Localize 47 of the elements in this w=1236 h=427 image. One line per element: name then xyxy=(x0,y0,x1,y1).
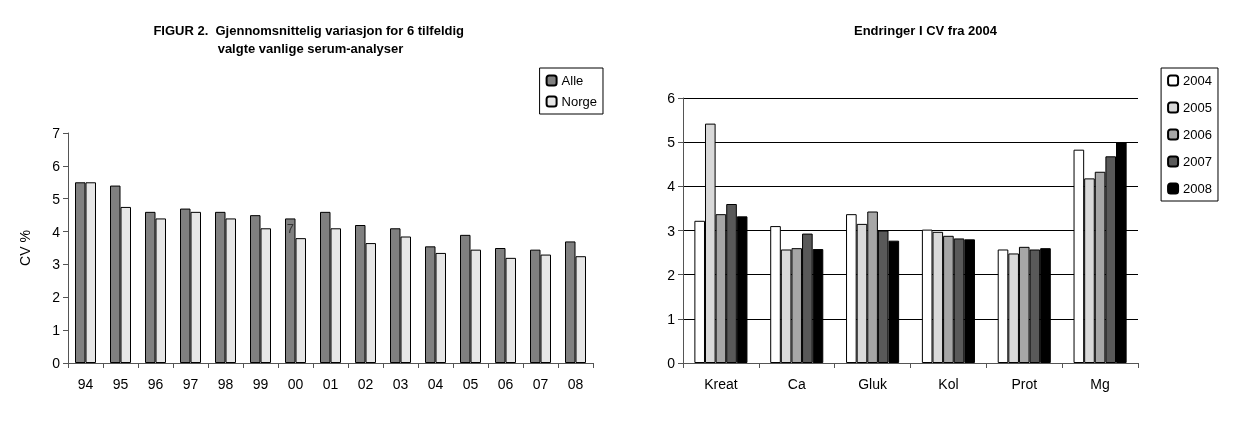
y-tick-label: 2 xyxy=(667,266,676,283)
y-tick-label: 6 xyxy=(667,90,676,106)
x-tick-label: Prot xyxy=(1011,376,1038,392)
x-tick-label: 04 xyxy=(427,376,444,392)
legend-label: Norge xyxy=(561,94,598,109)
x-tick-label: 06 xyxy=(497,376,514,392)
x-tick-label: 95 xyxy=(112,376,129,392)
annotation: 7 xyxy=(286,220,294,236)
x-tick-label: 01 xyxy=(322,376,339,392)
y-tick-label: 4 xyxy=(667,178,676,195)
x-tick-label: Kol xyxy=(938,376,959,392)
y-tick-label: 6 xyxy=(52,157,61,174)
y-tick-label: 3 xyxy=(52,256,61,273)
x-tick-label: Gluk xyxy=(858,376,888,392)
x-tick-label: 99 xyxy=(252,376,269,392)
chart-title: Endringer I CV fra 2004 xyxy=(853,22,998,38)
x-tick-label: 94 xyxy=(77,376,94,392)
x-tick-label: 00 xyxy=(287,376,304,392)
legend-label: 2004 xyxy=(1183,73,1212,88)
x-tick-label: 02 xyxy=(357,376,374,392)
y-tick-label: 5 xyxy=(667,134,676,151)
y-tick-label: 0 xyxy=(667,355,676,371)
legend-label: 2006 xyxy=(1183,127,1212,142)
x-tick-label: Mg xyxy=(1090,376,1110,392)
y-tick-label: 1 xyxy=(667,310,676,327)
chart-title: FIGUR 2. Gjennomsnittelig variasjon for 6 tilfeldig valgte vanlige serum-analyser xyxy=(153,22,468,56)
y-tick-label: 0 xyxy=(52,355,61,371)
y-tick-label: 7 xyxy=(52,125,61,141)
x-tick-label: Kreat xyxy=(704,376,738,392)
x-tick-label: 98 xyxy=(217,376,234,392)
y-tick-label: 3 xyxy=(667,222,676,239)
x-tick-label: 97 xyxy=(182,376,199,392)
y-tick-label: 4 xyxy=(52,223,61,240)
x-tick-label: Ca xyxy=(787,376,806,392)
x-tick-label: 96 xyxy=(147,376,164,392)
legend-label: 2005 xyxy=(1183,100,1212,115)
x-tick-label: 08 xyxy=(567,376,584,392)
legend-label: 2007 xyxy=(1183,154,1212,169)
y-tick-label: 2 xyxy=(52,289,61,306)
y-axis-title: CV % xyxy=(17,230,33,266)
legend-label: Alle xyxy=(561,73,584,88)
legend-label: 2008 xyxy=(1183,181,1212,196)
x-tick-label: 03 xyxy=(392,376,409,392)
x-tick-label: 07 xyxy=(532,376,549,392)
y-tick-label: 1 xyxy=(52,322,61,339)
y-tick-label: 5 xyxy=(52,190,61,207)
x-tick-label: 05 xyxy=(462,376,479,392)
